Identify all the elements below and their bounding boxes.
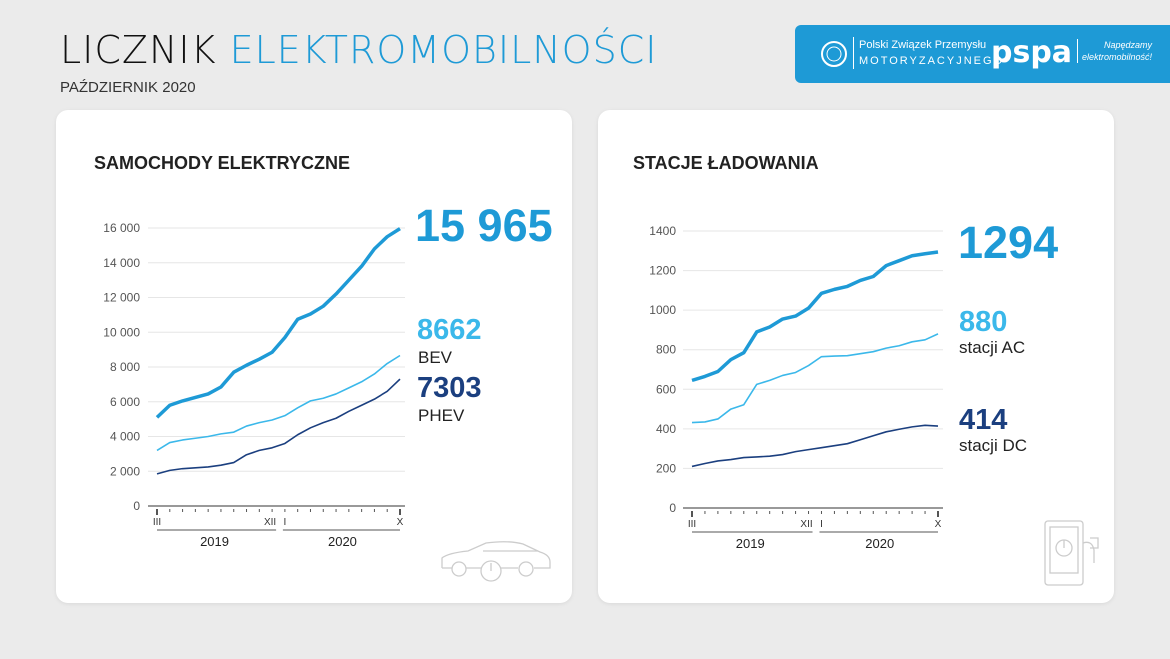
page-title: LICZNIK ELEKTROMOBILNOŚCI xyxy=(60,28,657,72)
dc-label: stacji DC xyxy=(959,436,1028,455)
series-line-phev xyxy=(156,378,401,475)
stations-chart-title: STACJE ŁADOWANIA xyxy=(633,153,819,173)
x-tick-label: I xyxy=(820,519,823,530)
series-line-bev xyxy=(156,354,401,452)
org1-name: Polski Związek Przemysłu xyxy=(859,39,987,51)
ac-total: 880 xyxy=(959,306,1008,338)
x-tick-label: III xyxy=(688,519,696,530)
year-label: 2020 xyxy=(328,534,357,549)
page-subtitle: PAŹDZIERNIK 2020 xyxy=(60,79,196,96)
year-label: 2020 xyxy=(865,536,894,551)
stations-card: STACJE ŁADOWANIA 0 200 400 600 800 1000 1200 14… xyxy=(598,110,1114,603)
y-tick-label: 1200 xyxy=(649,264,676,278)
charger-icon xyxy=(1044,520,1099,586)
x-tick-label: X xyxy=(935,519,942,530)
pspa-logo: pspa xyxy=(991,35,1073,70)
year-label: 2019 xyxy=(736,536,765,551)
cars-card: SAMOCHODY ELEKTRYCZNE 0 2 000 4 000 6 000 8 … xyxy=(56,110,572,603)
cars-total: 15 965 xyxy=(415,200,553,251)
bev-label: BEV xyxy=(418,348,453,367)
cars-chart: 0 2 000 4 000 6 000 8 000 10 000 12 000 14 000 1… xyxy=(103,221,405,549)
partner-banner: Polski Związek Przemysłu MOTORYZACYJNEGO… xyxy=(795,25,1170,83)
series-line-total xyxy=(691,250,939,383)
x-tick-label: XII xyxy=(264,517,276,528)
y-tick-label: 10 000 xyxy=(103,325,140,339)
cars-chart-title: SAMOCHODY ELEKTRYCZNE xyxy=(94,153,351,173)
y-tick-label: 0 xyxy=(669,501,676,515)
ac-label: stacji AC xyxy=(959,338,1026,357)
x-tick-label: X xyxy=(397,517,404,528)
year-label: 2019 xyxy=(200,534,229,549)
y-tick-label: 800 xyxy=(656,343,676,357)
series-line-total xyxy=(155,227,401,419)
stations-chart: 0 200 400 600 800 1000 1200 1400 III XII I X 2019 202… xyxy=(649,224,943,551)
y-tick-label: 8 000 xyxy=(110,360,140,374)
pzpm-logo-icon xyxy=(821,41,847,67)
y-tick-label: 2 000 xyxy=(110,464,140,478)
y-tick-label: 0 xyxy=(133,499,140,513)
y-tick-label: 14 000 xyxy=(103,256,140,270)
pspa-slogan: Napędzamy xyxy=(1104,40,1153,50)
y-tick-label: 6 000 xyxy=(110,395,140,409)
y-tick-label: 200 xyxy=(656,461,676,475)
y-tick-label: 1000 xyxy=(649,303,676,317)
org1-name-2: MOTORYZACYJNEGO xyxy=(859,55,1005,67)
title-part2: ELEKTROMOBILNOŚCI xyxy=(229,28,658,72)
y-tick-label: 16 000 xyxy=(103,221,140,235)
series-line-stacji-ac xyxy=(691,333,939,424)
x-tick-label: III xyxy=(153,517,161,528)
y-tick-label: 400 xyxy=(656,422,676,436)
y-tick-label: 1400 xyxy=(649,224,676,238)
dc-total: 414 xyxy=(959,404,1008,436)
y-tick-label: 4 000 xyxy=(110,430,140,444)
bev-total: 8662 xyxy=(417,314,482,346)
x-tick-label: XII xyxy=(800,519,812,530)
stations-total: 1294 xyxy=(958,217,1059,268)
x-tick-label: I xyxy=(284,517,287,528)
title-part1: LICZNIK xyxy=(60,28,217,72)
car-icon xyxy=(441,541,551,582)
phev-total: 7303 xyxy=(417,372,482,404)
pspa-slogan-2: elektromobilność! xyxy=(1082,52,1153,62)
y-tick-label: 12 000 xyxy=(103,291,140,305)
phev-label: PHEV xyxy=(418,406,465,425)
series-line-stacji-dc xyxy=(691,424,939,468)
y-tick-label: 600 xyxy=(656,382,676,396)
